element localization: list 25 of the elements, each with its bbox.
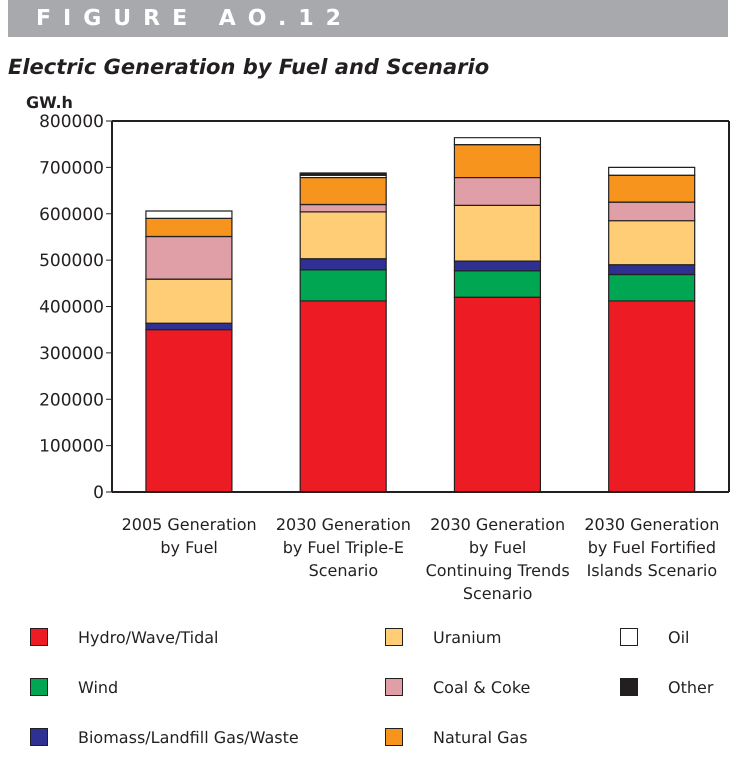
- bar: [300, 172, 387, 176]
- chart-title: FIGURE AO.12: [8, 0, 728, 37]
- y-tick-label: 500000: [39, 251, 104, 272]
- legend-label: Coal & Coke: [433, 678, 530, 696]
- y-tick-label: 0: [93, 483, 104, 504]
- legend-label: Hydro/Wave/Tidal: [78, 628, 218, 646]
- legend-label: Biomass/Landfill Gas/Waste: [78, 728, 299, 746]
- y-axis-title: GW.h: [26, 93, 74, 112]
- chart-subtitle: Electric Generation by Fuel and Scenario: [8, 55, 490, 79]
- y-tick-label: 300000: [39, 344, 104, 364]
- legend-label: Uranium: [433, 628, 502, 646]
- x-tick-label: 2030 Generation by Fuel Fortified Islands Scenario: [584, 515, 720, 580]
- y-tick-label: 200000: [39, 390, 104, 410]
- y-tick-label: 700000: [39, 158, 104, 178]
- legend-label: Oil: [668, 628, 690, 646]
- x-tick-label: 2030 Generation by Fuel Continuing Trends Scenario: [426, 515, 570, 603]
- legend-label: Wind: [78, 678, 118, 696]
- x-tick-label: 2030 Generation by Fuel Triple-E Scenario: [276, 515, 411, 580]
- y-tick-label: 400000: [39, 298, 104, 318]
- y-tick-label: 100000: [39, 436, 104, 457]
- legend-label: Other: [668, 678, 714, 696]
- y-tick-label: 800000: [39, 112, 104, 132]
- legend-label: Natural Gas: [433, 728, 528, 746]
- y-tick-label: 600000: [39, 204, 104, 225]
- x-tick-label: 2005 Generation by Fuel: [122, 515, 257, 557]
